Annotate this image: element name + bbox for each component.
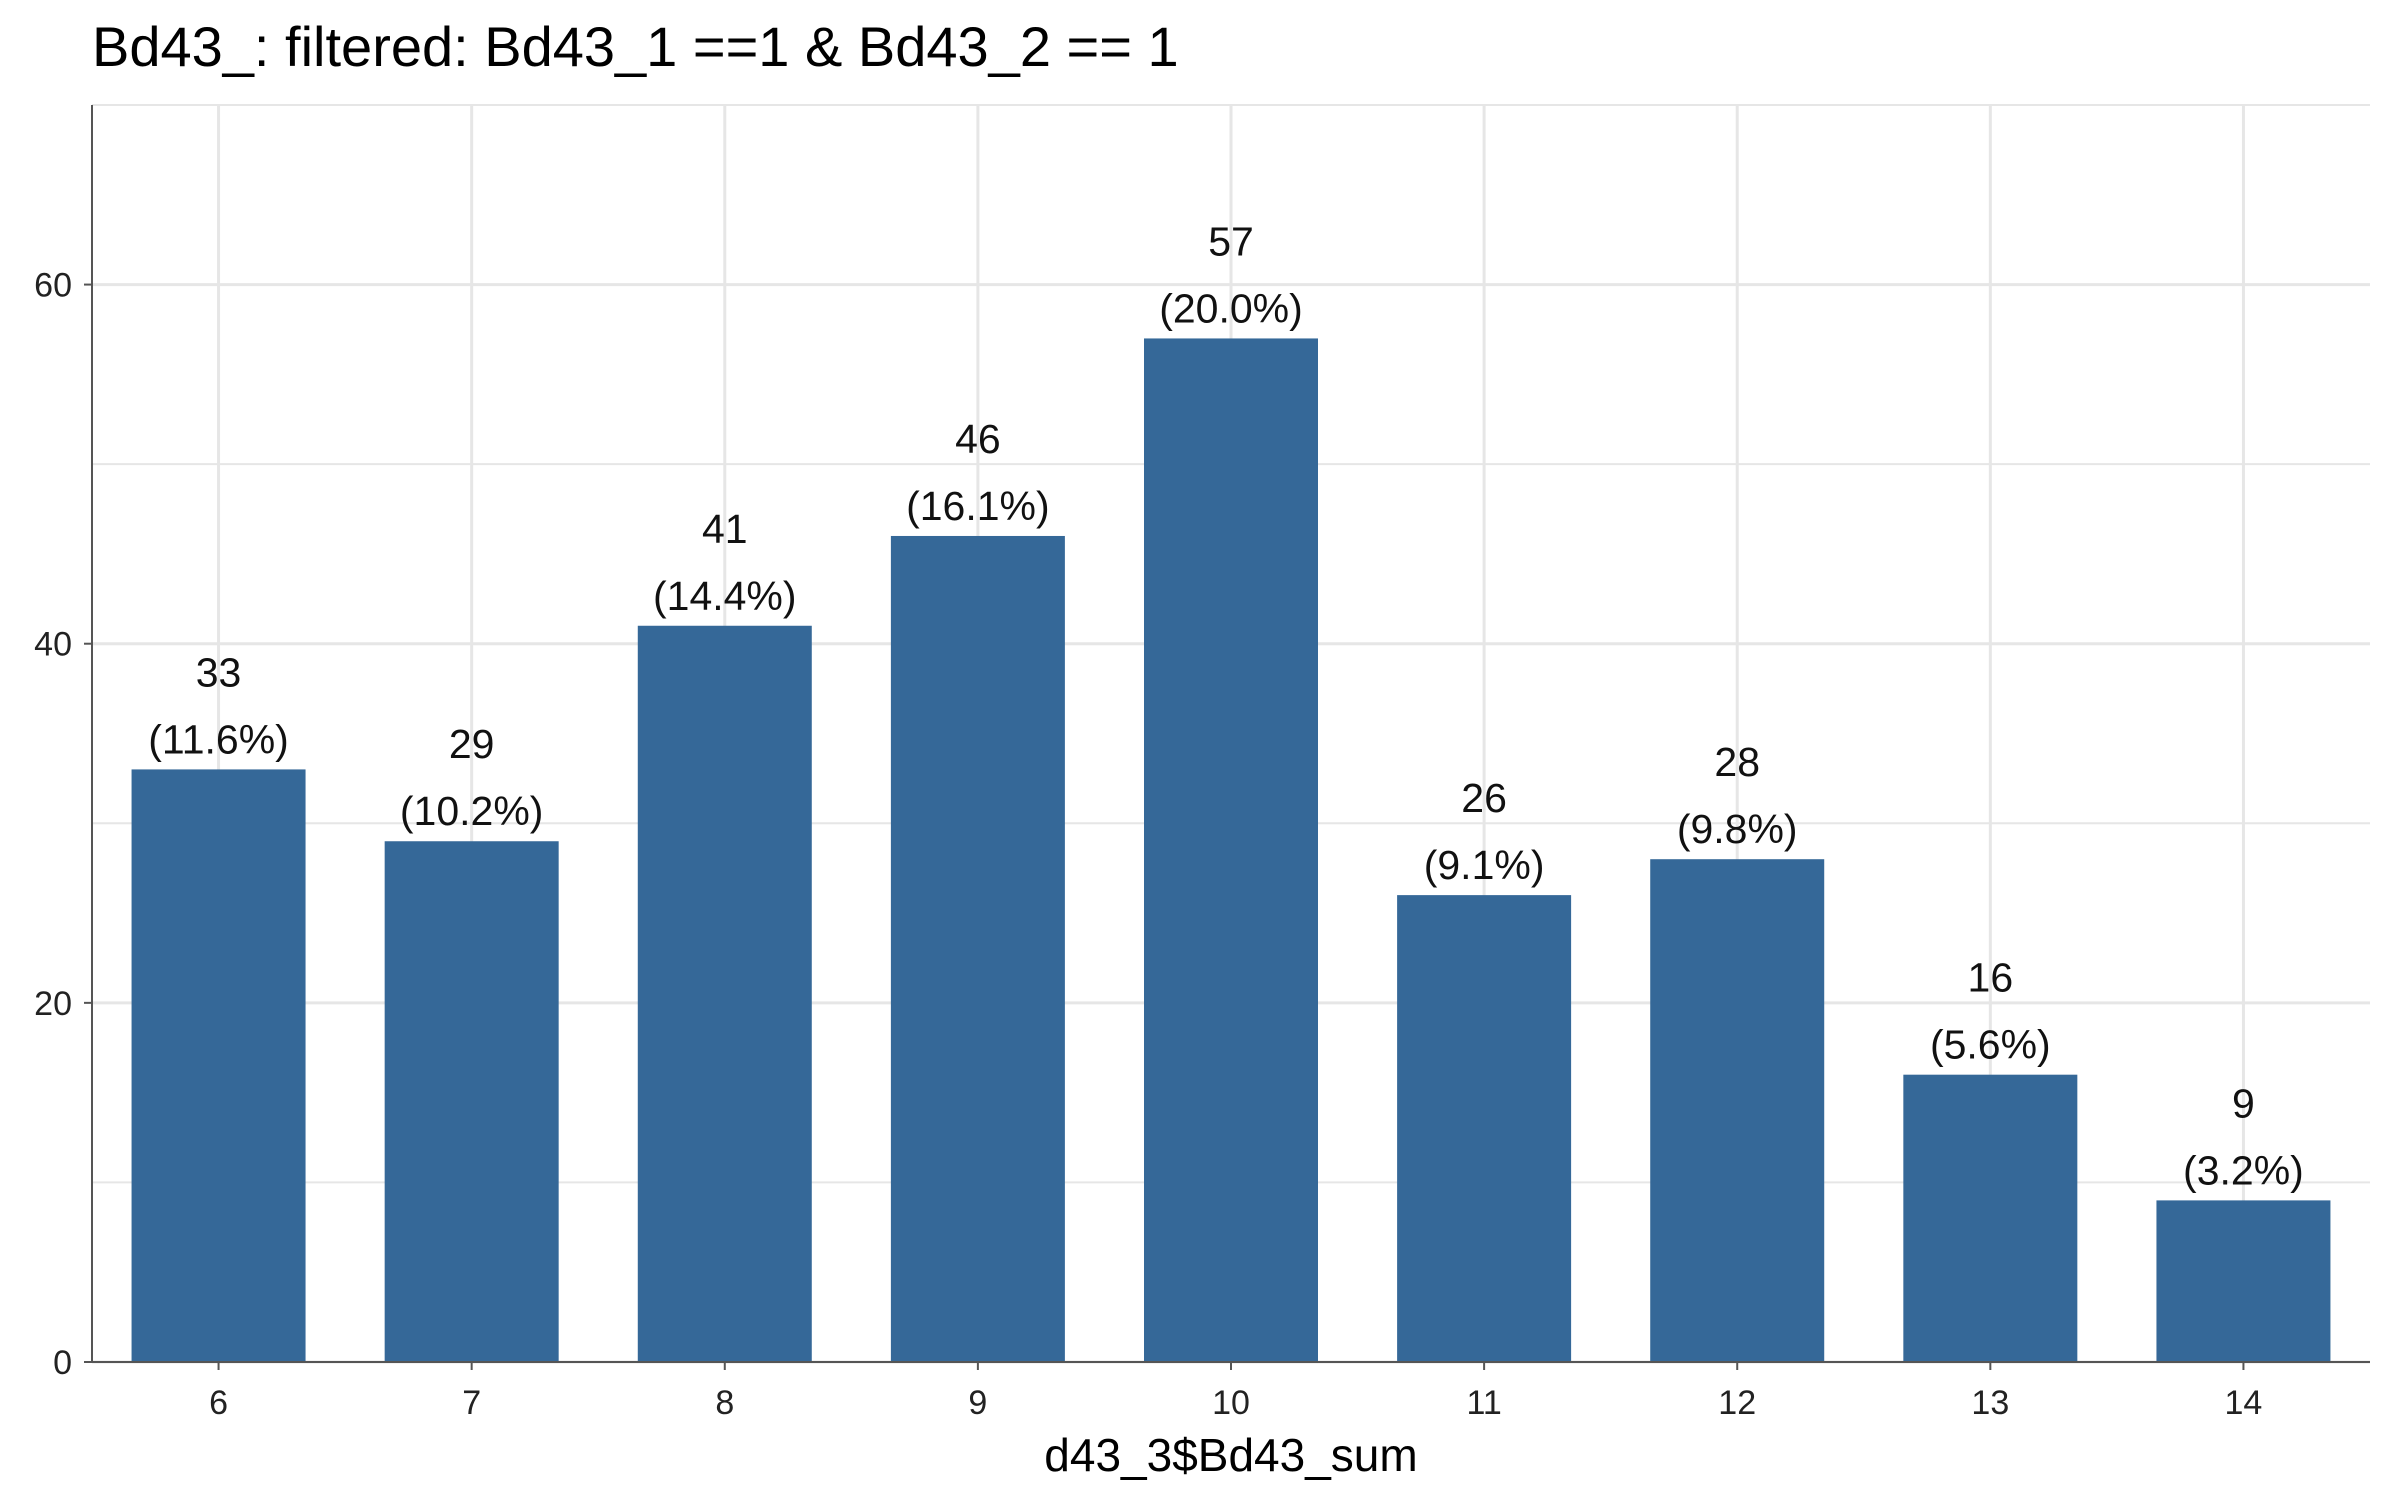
data-label-count: 9 <box>2232 1080 2255 1126</box>
y-tick-label: 60 <box>34 267 72 305</box>
y-tick-label: 40 <box>34 626 72 664</box>
data-label-percent: (16.1%) <box>906 483 1050 529</box>
data-label-count: 28 <box>1714 739 1760 785</box>
x-tick-label: 14 <box>2225 1384 2263 1422</box>
data-label-percent: (5.6%) <box>1930 1022 2051 1068</box>
bar <box>1144 338 1318 1362</box>
x-tick-label: 10 <box>1212 1384 1250 1422</box>
data-label-count: 57 <box>1208 218 1254 264</box>
chart-title: Bd43_: filtered: Bd43_1 ==1 & Bd43_2 == … <box>92 15 1179 78</box>
data-label-count: 29 <box>449 721 495 767</box>
data-label-count: 46 <box>955 416 1001 462</box>
x-tick-label: 9 <box>968 1384 987 1422</box>
data-label-count: 16 <box>1968 955 2014 1001</box>
x-axis-title: d43_3$Bd43_sum <box>1044 1429 1417 1481</box>
data-label-percent: (14.4%) <box>653 573 797 619</box>
bar <box>637 625 812 1362</box>
data-label-percent: (10.2%) <box>400 788 544 834</box>
data-label-percent: (9.8%) <box>1677 806 1798 852</box>
x-tick-label: 11 <box>1466 1384 1501 1422</box>
bar <box>131 769 306 1362</box>
data-label-percent: (20.0%) <box>1159 285 1303 331</box>
data-label-count: 41 <box>702 506 748 552</box>
data-label-percent: (3.2%) <box>2183 1147 2304 1193</box>
bar <box>2156 1200 2331 1362</box>
y-tick-label: 20 <box>34 985 72 1023</box>
x-tick-label: 8 <box>715 1384 734 1422</box>
data-label-count: 33 <box>196 649 242 695</box>
bar <box>384 841 559 1362</box>
x-tick-label: 7 <box>462 1384 481 1422</box>
bar <box>890 535 1065 1362</box>
x-tick-label: 13 <box>1971 1384 2009 1422</box>
bar <box>1903 1074 2078 1362</box>
data-label-count: 26 <box>1461 775 1507 821</box>
data-label-percent: (9.1%) <box>1424 842 1545 888</box>
data-label-percent: (11.6%) <box>148 716 289 762</box>
bar <box>1650 859 1825 1362</box>
x-tick-label: 6 <box>209 1384 228 1422</box>
x-tick-label: 12 <box>1718 1384 1756 1422</box>
bar <box>1397 895 1572 1362</box>
y-tick-label: 0 <box>53 1344 72 1382</box>
